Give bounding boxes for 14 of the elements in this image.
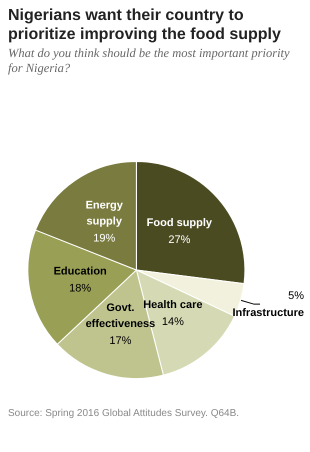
chart-subtitle: What do you think should be the most important priority for Nigeria?: [8, 46, 291, 76]
data-label: 19%: [93, 232, 116, 245]
source-note: Source: Spring 2016 Global Attitudes Survey. Q64B.: [8, 408, 240, 419]
data-label: 27%: [168, 234, 191, 246]
data-label: 5%: [288, 290, 304, 302]
slice-label: Infrastructure: [232, 307, 304, 320]
data-label: 14%: [162, 316, 184, 328]
slice-label: Food supply: [146, 217, 213, 230]
slice-label: Energy supply: [86, 200, 124, 228]
chart-title: Nigerians want their country to prioritize improving the food supply: [8, 6, 282, 44]
data-label: 18%: [69, 282, 92, 295]
data-label: 17%: [109, 334, 132, 347]
slice-label: Health care: [143, 299, 203, 312]
slice-label: Education: [54, 266, 108, 278]
